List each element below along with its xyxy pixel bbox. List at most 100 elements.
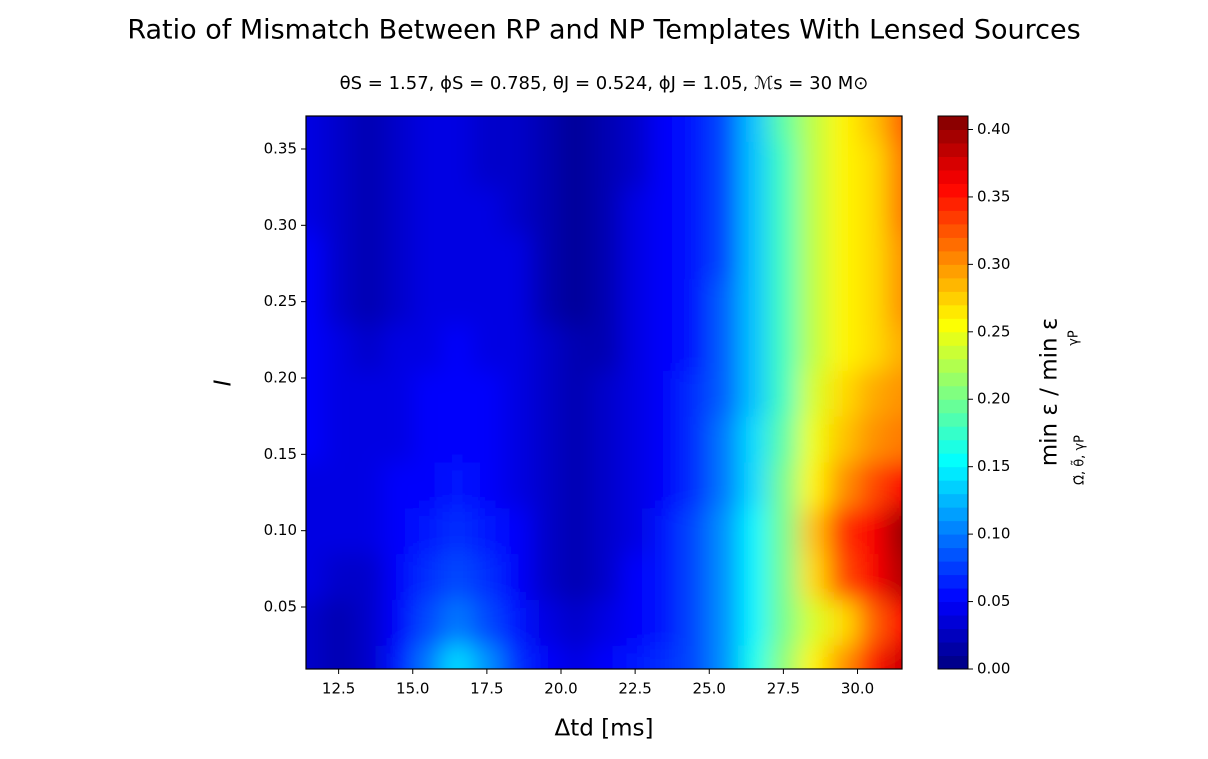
contour-field bbox=[306, 116, 902, 669]
y-tick-label: 0.30 bbox=[264, 216, 297, 234]
contour-cell bbox=[620, 599, 651, 646]
contour-cell bbox=[531, 141, 562, 188]
contour-cell bbox=[472, 645, 503, 669]
contour-cell bbox=[738, 507, 770, 555]
contour-cell bbox=[827, 599, 859, 646]
colorbar-swatch bbox=[938, 264, 968, 279]
contour-cell bbox=[472, 507, 503, 555]
contour-cell bbox=[827, 553, 859, 600]
chart-subtitle: θS = 1.57, ϕS = 0.785, θJ = 0.524, ϕJ = … bbox=[340, 73, 869, 94]
contour-cell bbox=[323, 553, 354, 600]
contour-cell bbox=[561, 187, 592, 234]
contour-cell bbox=[857, 116, 888, 142]
plot-frame bbox=[305, 115, 903, 670]
contour-cell bbox=[738, 324, 770, 371]
colorbar-swatch bbox=[938, 480, 968, 495]
colorbar-swatch bbox=[938, 169, 968, 184]
contour-cell bbox=[383, 324, 414, 371]
contour-cell bbox=[768, 187, 799, 234]
contour-cell bbox=[768, 416, 799, 463]
contour-cell bbox=[353, 553, 384, 600]
contour-cell bbox=[679, 645, 710, 669]
contour-cell bbox=[323, 278, 354, 326]
contour-cell bbox=[472, 141, 503, 188]
contour-cell bbox=[649, 232, 681, 280]
colorbar-swatch bbox=[938, 318, 968, 333]
contour-cell bbox=[827, 232, 859, 280]
contour-cell bbox=[857, 416, 888, 463]
contour-cell bbox=[620, 141, 651, 188]
colorbar-tick-label: 0.00 bbox=[977, 660, 1010, 678]
y-tick-label: 0.25 bbox=[264, 292, 297, 310]
contour-cell bbox=[709, 461, 740, 509]
contour-cell bbox=[738, 553, 770, 600]
contour-cell bbox=[620, 116, 651, 142]
contour-cell bbox=[531, 599, 562, 646]
colorbar-swatch bbox=[938, 642, 968, 657]
contour-cell bbox=[679, 370, 710, 417]
contour-cell bbox=[323, 507, 354, 555]
colorbar-swatch bbox=[938, 250, 968, 265]
contour-cell bbox=[561, 461, 592, 509]
contour-cell bbox=[412, 370, 443, 417]
contour-cell bbox=[561, 645, 592, 669]
contour-cell bbox=[649, 553, 681, 600]
contour-cell bbox=[472, 324, 503, 371]
colorbar-swatch bbox=[938, 426, 968, 441]
contour-cell bbox=[501, 507, 532, 555]
contour-cell bbox=[323, 116, 354, 142]
contour-cell bbox=[709, 370, 740, 417]
contour-cell bbox=[531, 116, 562, 142]
contour-cell bbox=[561, 416, 592, 463]
contour-cell bbox=[472, 187, 503, 234]
colorbar-swatch bbox=[938, 291, 968, 306]
contour-cell bbox=[620, 645, 651, 669]
contour-cell bbox=[768, 507, 799, 555]
contour-cell bbox=[531, 324, 562, 371]
contour-cell bbox=[620, 232, 651, 280]
contour-cell bbox=[383, 645, 414, 669]
contour-cell bbox=[383, 141, 414, 188]
colorbar-tick-label: 0.40 bbox=[977, 120, 1010, 138]
contour-cell bbox=[531, 507, 562, 555]
contour-cell bbox=[472, 232, 503, 280]
contour-cell bbox=[412, 599, 443, 646]
contour-cell bbox=[472, 553, 503, 600]
contour-cell bbox=[827, 116, 859, 142]
contour-cell bbox=[590, 324, 621, 371]
contour-cell bbox=[649, 507, 681, 555]
colorbar-swatch bbox=[938, 385, 968, 400]
contour-cell bbox=[738, 416, 770, 463]
contour-cell bbox=[383, 507, 414, 555]
contour-cell bbox=[383, 461, 414, 509]
contour-cell bbox=[798, 278, 829, 326]
colorbar-tick-label: 0.15 bbox=[977, 457, 1010, 475]
contour-cell bbox=[531, 461, 562, 509]
contour-cell bbox=[442, 232, 473, 280]
contour-cell bbox=[531, 645, 562, 669]
contour-cell bbox=[353, 141, 384, 188]
contour-cell bbox=[531, 370, 562, 417]
contour-cell bbox=[472, 116, 503, 142]
contour-cell bbox=[383, 187, 414, 234]
contour-cell bbox=[306, 141, 325, 188]
contour-cell bbox=[827, 370, 859, 417]
contour-cell bbox=[709, 416, 740, 463]
contour-cell bbox=[353, 278, 384, 326]
contour-cell bbox=[306, 645, 325, 669]
contour-cell bbox=[620, 416, 651, 463]
contour-cell bbox=[768, 461, 799, 509]
contour-cell bbox=[857, 141, 888, 188]
contour-cell bbox=[353, 116, 384, 142]
contour-cell bbox=[887, 141, 902, 188]
contour-cell bbox=[887, 278, 902, 326]
contour-cell bbox=[798, 645, 829, 669]
contour-cell bbox=[501, 141, 532, 188]
contour-cell bbox=[306, 461, 325, 509]
colorbar-swatch bbox=[938, 345, 968, 360]
contour-cell bbox=[501, 461, 532, 509]
contour-cell bbox=[412, 141, 443, 188]
colorbar-swatch bbox=[938, 399, 968, 414]
contour-cell bbox=[383, 232, 414, 280]
colorbar-swatch bbox=[938, 372, 968, 387]
